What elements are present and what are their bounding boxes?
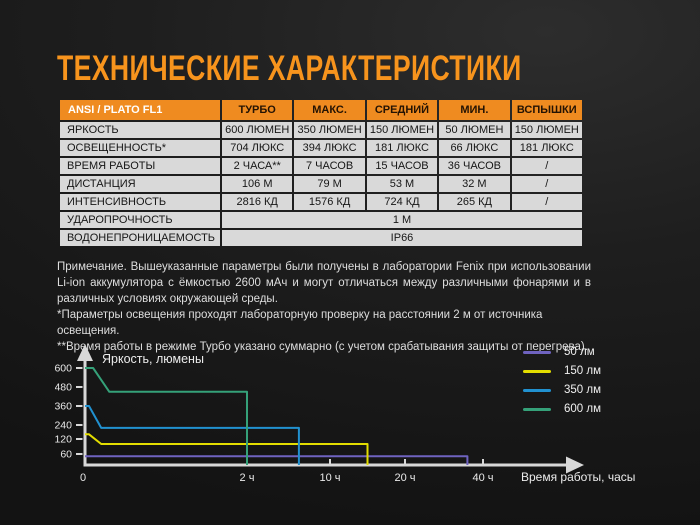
table-row-intensity: ИНТЕНСИВНОСТЬ 2816 КД 1576 КД 724 КД 265… [60, 194, 582, 210]
cell-value: 704 ЛЮКС [222, 140, 293, 156]
x-tick-label: 10 ч [319, 472, 340, 484]
header-cell-min: МИН. [439, 100, 510, 120]
header-cell-strobe: ВСПЫШКИ [511, 100, 582, 120]
x-tick-label: 0 [80, 472, 86, 484]
table-row-runtime: ВРЕМЯ РАБОТЫ 2 ЧАСА** 7 ЧАСОВ 15 ЧАСОВ 3… [60, 158, 582, 174]
legend-item: 150 лм [523, 365, 601, 377]
x-axis-arrow-icon [566, 456, 584, 474]
legend-swatch-50lm [523, 350, 551, 354]
note-paragraph: Примечание. Вышеуказанные параметры были… [57, 261, 591, 305]
table-header-row: ANSI / PLATO FL1 ТУРБО МАКС. СРЕДНИЙ МИН… [60, 100, 582, 120]
cell-value: / [511, 176, 582, 192]
table-row-brightness: ЯРКОСТЬ 600 ЛЮМЕН 350 ЛЮМЕН 150 ЛЮМЕН 50… [60, 122, 582, 138]
cell-value: / [511, 194, 582, 210]
header-cell-turbo: ТУРБО [222, 100, 293, 120]
y-axis-arrow-icon [77, 344, 93, 361]
row-label: УДАРОПРОЧНОСТЬ [60, 212, 220, 228]
cell-value: 265 КД [439, 194, 510, 210]
cell-value: 32 М [439, 176, 510, 192]
runtime-chart-canvas: 60 120 240 360 480 600 0 2 ч 10 ч 20 ч 40 ч Яркость… [54, 344, 635, 484]
series-line-600-лм [85, 367, 248, 465]
y-tick-label: 240 [55, 420, 72, 432]
legend-item: 350 лм [523, 384, 601, 396]
cell-value: 350 ЛЮМЕН [294, 122, 365, 138]
legend-label: 150 лм [564, 365, 601, 377]
specs-table: ANSI / PLATO FL1 ТУРБО МАКС. СРЕДНИЙ МИН… [58, 98, 584, 248]
x-tick-label: 40 ч [472, 472, 493, 484]
y-tick-label: 60 [60, 449, 72, 461]
header-cell-standard: ANSI / PLATO FL1 [60, 100, 220, 120]
cell-value: 2816 КД [222, 194, 293, 210]
legend-item: 600 лм [523, 403, 601, 415]
runtime-chart: 60 120 240 360 480 600 0 2 ч 10 ч 20 ч 40 ч Яркость… [54, 336, 700, 501]
table-row-impact-resistance: УДАРОПРОЧНОСТЬ 1 М [60, 212, 582, 228]
note-footnote-1: *Параметры освещения проходят лабораторн… [57, 309, 543, 337]
table-row-illuminance: ОСВЕЩЕННОСТЬ* 704 ЛЮКС 394 ЛЮКС 181 ЛЮКС… [60, 140, 582, 156]
row-label: ВОДОНЕПРОНИЦАЕМОСТЬ [60, 230, 220, 246]
x-axis-title: Время работы, часы [521, 470, 635, 484]
y-tick-label: 120 [55, 434, 72, 446]
cell-value: 15 ЧАСОВ [366, 158, 438, 174]
cell-value: 600 ЛЮМЕН [222, 122, 293, 138]
y-tick-label: 360 [55, 401, 72, 413]
row-label: ОСВЕЩЕННОСТЬ* [60, 140, 220, 156]
row-label: ИНТЕНСИВНОСТЬ [60, 194, 220, 210]
chart-legend: 50 лм 150 лм 350 лм 600 лм [523, 346, 601, 415]
cell-value: 106 М [222, 176, 293, 192]
cell-value: / [511, 158, 582, 174]
series-line-150-лм [85, 433, 369, 465]
cell-value: 150 ЛЮМЕН [366, 122, 438, 138]
cell-value: 1576 КД [294, 194, 365, 210]
legend-label: 600 лм [564, 403, 601, 415]
x-tick-label: 20 ч [394, 472, 415, 484]
cell-value: 2 ЧАСА** [222, 158, 293, 174]
legend-label: 50 лм [564, 346, 595, 358]
page-title: ТЕХНИЧЕСКИЕ ХАРАКТЕРИСТИКИ [57, 49, 522, 88]
cell-value: 181 ЛЮКС [511, 140, 582, 156]
row-label: ДИСТАНЦИЯ [60, 176, 220, 192]
cell-value: 79 М [294, 176, 365, 192]
cell-value: 53 М [366, 176, 438, 192]
cell-value: 394 ЛЮКС [294, 140, 365, 156]
legend-swatch-150lm [523, 369, 551, 373]
header-cell-max: МАКС. [294, 100, 365, 120]
cell-span-value: 1 М [222, 212, 582, 228]
row-label: ЯРКОСТЬ [60, 122, 220, 138]
notes: Примечание. Вышеуказанные параметры были… [57, 259, 591, 355]
cell-value: 50 ЛЮМЕН [439, 122, 510, 138]
header-cell-mid: СРЕДНИЙ [366, 100, 438, 120]
row-label: ВРЕМЯ РАБОТЫ [60, 158, 220, 174]
cell-value: 181 ЛЮКС [366, 140, 438, 156]
y-tick-label: 480 [55, 382, 72, 394]
table-row-waterproof: ВОДОНЕПРОНИЦАЕМОСТЬ IP66 [60, 230, 582, 246]
y-tick-label: 600 [55, 363, 72, 375]
x-tick-label: 2 ч [240, 472, 255, 484]
cell-value: 7 ЧАСОВ [294, 158, 365, 174]
legend-item: 50 лм [523, 346, 601, 358]
cell-span-value: IP66 [222, 230, 582, 246]
y-axis-title: Яркость, люмены [102, 352, 204, 366]
cell-value: 36 ЧАСОВ [439, 158, 510, 174]
cell-value: 66 ЛЮКС [439, 140, 510, 156]
table-row-distance: ДИСТАНЦИЯ 106 М 79 М 53 М 32 М / [60, 176, 582, 192]
cell-value: 150 ЛЮМЕН [511, 122, 582, 138]
legend-swatch-600lm [523, 407, 551, 411]
cell-value: 724 КД [366, 194, 438, 210]
note-footnote-2: **Время работы в режиме Турбо указано су… [57, 341, 588, 353]
series-line-50-лм [85, 455, 469, 465]
legend-swatch-350lm [523, 388, 551, 392]
series-line-350-лм [85, 405, 300, 465]
legend-label: 350 лм [564, 384, 601, 396]
